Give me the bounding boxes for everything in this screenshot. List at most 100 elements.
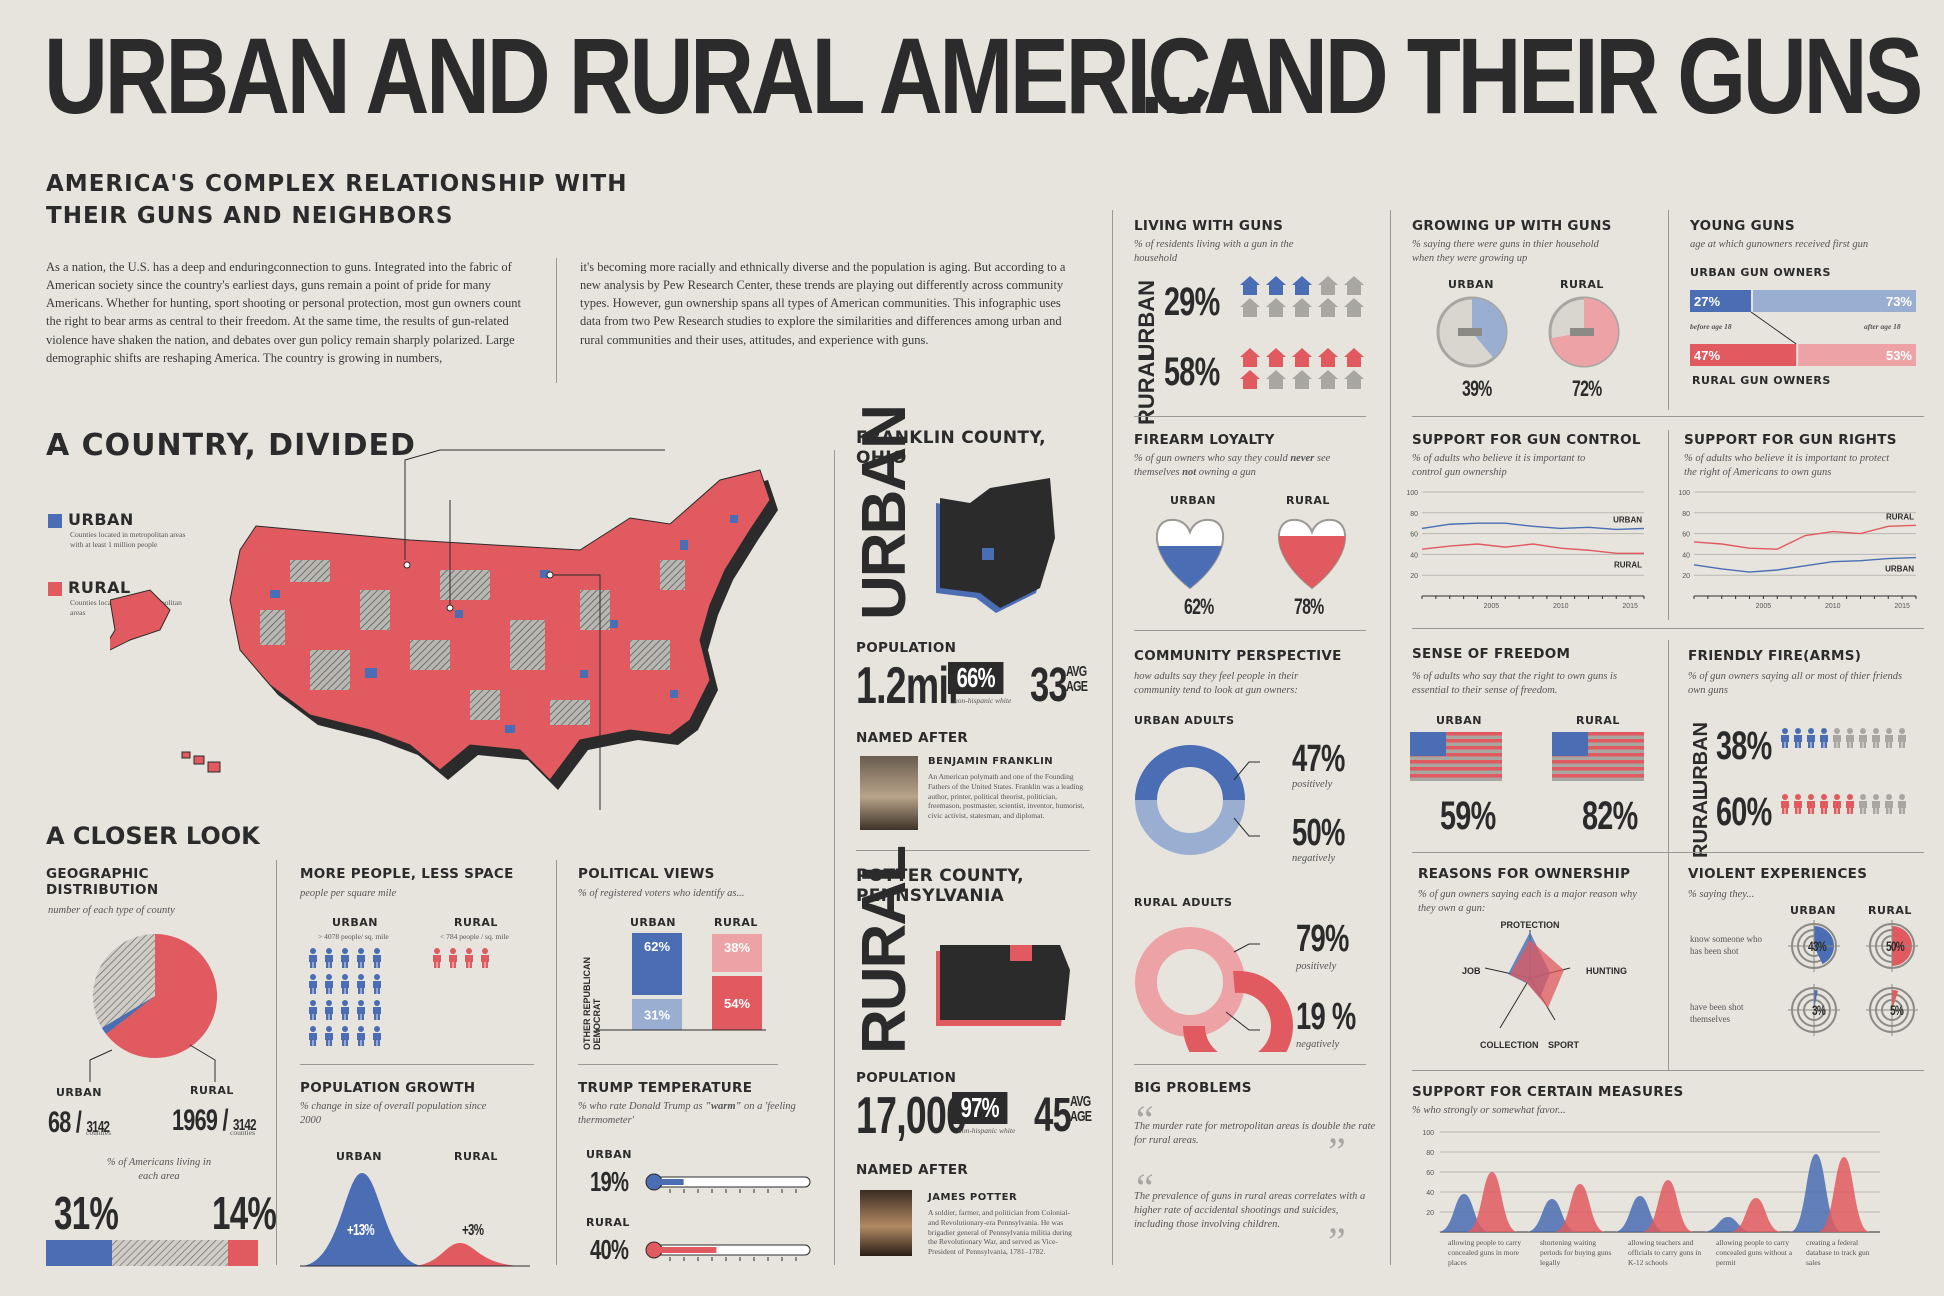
svg-text:2005: 2005: [1484, 603, 1500, 610]
svg-text:2010: 2010: [1825, 603, 1841, 610]
gun-icon: [1458, 328, 1482, 336]
friend-person-icon: [1794, 794, 1802, 814]
trump-thermometers: [645, 1173, 811, 1261]
urban-person-icon: [309, 974, 317, 994]
rural-flag-icon: [1552, 732, 1644, 781]
rural-person-icon: [481, 948, 489, 968]
community-title: COMMUNITY PERSPECTIVE: [1134, 648, 1342, 664]
target-icon: [1788, 984, 1840, 1036]
freedom-title: SENSE OF FREEDOM: [1412, 646, 1571, 662]
urban-measure-area: [1790, 1154, 1842, 1232]
svg-text:RURAL: RURAL: [1886, 512, 1914, 521]
measures-chart: 20 40 60 80 100: [1422, 1130, 1880, 1233]
violent-targets: [1788, 920, 1918, 1036]
house-icon: [1318, 348, 1338, 367]
house-icon: [1292, 370, 1312, 389]
potter-title: POTTER COUNTY, PENNSYLVANIA: [856, 866, 1024, 906]
friend-person-icon: [1846, 728, 1854, 748]
friend-person-icon: [1859, 794, 1867, 814]
geo-urban-label: URBAN: [56, 1086, 103, 1099]
reasons-title: REASONS FOR OWNERSHIP: [1418, 866, 1631, 882]
target-icon: [1866, 984, 1918, 1036]
urban-after-bar: [1753, 290, 1916, 312]
geo-title: GEOGRAPHIC DISTRIBUTION: [46, 866, 159, 898]
svg-text:80: 80: [1682, 511, 1690, 518]
svg-text:60: 60: [1410, 532, 1418, 539]
political-bars: 62% 31% 38% 54%: [596, 933, 766, 1031]
house-icon: [1240, 348, 1260, 367]
urban-person-icon: [357, 1026, 365, 1046]
rural-measure-area: [1730, 1198, 1782, 1232]
growing-pies: [1436, 296, 1620, 368]
density-title: MORE PEOPLE, LESS SPACE: [300, 866, 514, 882]
measures-title: SUPPORT FOR CERTAIN MEASURES: [1412, 1084, 1684, 1100]
radar-label-job: JOB: [1462, 966, 1481, 976]
svg-text:100: 100: [1406, 490, 1418, 497]
geo-pie: [93, 934, 217, 1058]
loyalty-title: FIREARM LOYALTY: [1134, 432, 1275, 448]
house-icon: [1240, 370, 1260, 389]
svg-text:27%: 27%: [1694, 294, 1720, 309]
geo-rural-pct: 14%: [212, 1187, 277, 1239]
friend-person-icon: [1820, 728, 1828, 748]
franklin-type: URBAN: [850, 406, 919, 620]
friendly-people: [1781, 728, 1906, 814]
urban-person-icon: [309, 948, 317, 968]
house-icon: [1292, 298, 1312, 317]
friend-person-icon: [1898, 728, 1906, 748]
franklin-portrait: [860, 756, 918, 830]
potter-pop: 17,000: [856, 1087, 967, 1145]
growth-title: POPULATION GROWTH: [300, 1080, 476, 1096]
target-icon: [1866, 920, 1918, 972]
gun-icon: [1570, 328, 1594, 336]
house-icon: [1344, 276, 1364, 295]
geo-pct-bar: [46, 1240, 258, 1266]
rural-democrat-label: 38%: [724, 940, 750, 955]
svg-text:40: 40: [1410, 552, 1418, 559]
intro-col-1: As a nation, the U.S. has a deep and end…: [46, 260, 522, 365]
community-urban-donut: [1135, 745, 1260, 855]
svg-text:40: 40: [1682, 552, 1690, 559]
house-icon: [1240, 276, 1260, 295]
trump-title: TRUMP TEMPERATURE: [578, 1080, 753, 1096]
friend-person-icon: [1833, 794, 1841, 814]
rural-person-icon: [449, 948, 457, 968]
reasons-radar: PROTECTION HUNTING SPORT COLLECTION JOB: [1462, 920, 1627, 1050]
house-icon: [1344, 370, 1364, 389]
rural-measure-area: [1554, 1184, 1606, 1232]
house-icon: [1266, 298, 1286, 317]
rural-person-icon: [433, 948, 441, 968]
us-map: [110, 449, 778, 810]
house-icon: [1318, 370, 1338, 389]
urban-person-icon: [341, 948, 349, 968]
loyalty-hearts: [1156, 518, 1346, 590]
friend-person-icon: [1781, 728, 1789, 748]
young-bars: 27% 73% 47% 53%: [1690, 290, 1916, 366]
friend-person-icon: [1807, 794, 1815, 814]
potter-portrait: [860, 1190, 912, 1256]
community-rural-donut: [1135, 927, 1293, 1052]
svg-text:2015: 2015: [1894, 603, 1910, 610]
rural-republican-label: 54%: [724, 996, 750, 1011]
friend-person-icon: [1898, 794, 1906, 814]
freedom-flags: [1410, 732, 1644, 781]
house-icon: [1266, 348, 1286, 367]
friend-person-icon: [1872, 728, 1880, 748]
radar-label-hunting: HUNTING: [1586, 966, 1627, 976]
radar-label-sport: SPORT: [1548, 1040, 1580, 1050]
urban-republican-bar: [632, 999, 682, 1030]
svg-text:2010: 2010: [1553, 603, 1569, 610]
geo-urban-pct: 31%: [54, 1187, 119, 1239]
house-icon: [1318, 298, 1338, 317]
radar-label-collection: COLLECTION: [1480, 1040, 1539, 1050]
house-icon: [1266, 370, 1286, 389]
svg-text:53%: 53%: [1886, 348, 1912, 363]
intro-col-2: it's becoming more racially and ethnical…: [580, 260, 1066, 347]
urban-person-icon: [357, 1000, 365, 1020]
growth-curves: [300, 1173, 530, 1267]
friend-person-icon: [1833, 728, 1841, 748]
pennsylvania-shape: [936, 945, 1070, 1026]
urban-person-icon: [373, 1000, 381, 1020]
ohio-shape: [936, 478, 1055, 613]
urban-person-icon: [373, 948, 381, 968]
